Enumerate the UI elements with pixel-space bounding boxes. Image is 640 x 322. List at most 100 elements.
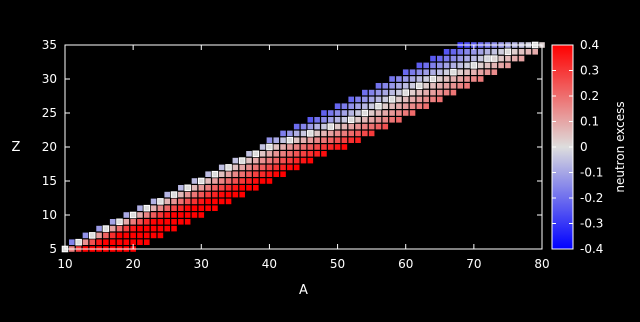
nuclide-cell (198, 212, 205, 218)
nuclide-cell (362, 123, 368, 130)
nuclide-cell (450, 83, 457, 89)
nuclide-cell (130, 239, 136, 245)
nuclide-cell (409, 83, 416, 89)
nuclide-cell (389, 83, 395, 89)
nuclide-cell (402, 96, 409, 103)
y-tick-label: 5 (49, 242, 57, 256)
nuclide-cell (368, 110, 375, 116)
stable-nuclide-cell (211, 170, 219, 178)
nuclide-cell (293, 123, 300, 130)
nuclide-cell (423, 96, 429, 103)
nuclide-cell (191, 212, 198, 218)
nuclide-cell (321, 117, 327, 123)
nuclide-cell (409, 96, 416, 103)
nuclide-cell (375, 117, 382, 123)
nuclide-cell (368, 96, 375, 103)
colorbar-tick-label: -0.4 (580, 242, 603, 256)
nuclide-cell (416, 69, 423, 75)
nuclide-cell (362, 130, 368, 137)
nuclide-cell (477, 49, 484, 55)
nuclide-cell (430, 89, 436, 96)
nuclide-cell (82, 232, 89, 239)
nuclide-cell (280, 137, 286, 143)
nuclide-cell (300, 144, 307, 150)
nuclide-cell (518, 49, 525, 55)
nuclide-cell (327, 117, 334, 123)
nuclide-cell (137, 225, 143, 232)
y-tick-label: 15 (42, 174, 57, 188)
stable-nuclide-cell (286, 136, 294, 144)
x-tick-label: 30 (194, 257, 209, 271)
nuclide-cell (423, 89, 429, 96)
nuclide-cell (436, 83, 443, 89)
nuclide-cell (178, 185, 184, 191)
y-axis-ticks: 5 10 15 20 25 30 35 (42, 38, 542, 256)
stable-nuclide-cell (484, 55, 491, 62)
nuclide-cell (368, 130, 375, 137)
nuclide-cell (450, 76, 457, 82)
nuclide-cell (232, 171, 239, 177)
nuclide-cell (484, 69, 491, 75)
nuclide-cell (178, 198, 184, 205)
nuclide-cell (334, 110, 341, 116)
nuclide-cell (362, 103, 368, 109)
nuclide-cell (443, 49, 450, 55)
nuclide-cell (436, 76, 443, 82)
nuclide-cell (89, 239, 96, 245)
nuclide-cell (436, 62, 443, 69)
nuclide-cell (464, 55, 470, 62)
nuclide-cell (266, 151, 273, 157)
nuclide-cell (396, 83, 402, 89)
nuclide-cell (137, 239, 143, 245)
nuclide-cell (402, 69, 409, 75)
nuclide-cell (259, 157, 266, 164)
nuclide-cell (232, 157, 239, 164)
nuclide-cell (382, 117, 389, 123)
y-tick-label: 35 (42, 38, 57, 52)
nuclide-cell (218, 164, 225, 171)
stable-nuclide-cell (375, 102, 382, 110)
nuclide-cell (259, 144, 266, 150)
nuclide-cell (334, 130, 341, 137)
nuclide-cell (464, 62, 470, 69)
nuclide-cell (436, 69, 443, 75)
nuclide-cell (443, 55, 450, 62)
stable-nuclide-cell (429, 75, 437, 83)
nuclide-cell (218, 178, 225, 184)
nuclide-cell (273, 164, 280, 171)
nuclide-cell (212, 185, 218, 191)
nuclide-cell (307, 117, 314, 123)
nuclide-cell (143, 239, 150, 245)
nuclide-cells (61, 41, 545, 253)
nuclide-cell (471, 69, 477, 75)
nuclide-cell (171, 198, 177, 205)
nuclide-cell (293, 137, 300, 143)
nuclide-cell (375, 123, 382, 130)
nuclide-cell (218, 198, 225, 205)
nuclide-cell (382, 123, 389, 130)
nuclide-cell (389, 76, 395, 82)
nuclide-cell (225, 185, 232, 191)
nuclide-cell (150, 198, 157, 205)
stable-nuclide-cell (470, 62, 478, 69)
nuclide-cell (143, 225, 150, 232)
nuclide-cell (259, 151, 266, 157)
nuclide-cell (109, 232, 116, 239)
x-axis-label: A (299, 283, 308, 298)
nuclide-cell (307, 123, 314, 130)
nuclide-cell (436, 96, 443, 103)
nuclide-cell (396, 96, 402, 103)
nuclide-cell (307, 144, 314, 150)
nuclide-cell (491, 49, 498, 55)
nuclide-cell (341, 144, 348, 150)
nuclide-cell (450, 62, 457, 69)
nuclide-cell (423, 103, 429, 109)
nuclide-cell (505, 62, 511, 69)
stable-nuclide-cell (402, 89, 410, 96)
nuclide-cell (205, 171, 211, 177)
nuclide-cell (218, 171, 225, 177)
nuclide-cell (464, 83, 470, 89)
nuclide-cell (409, 110, 416, 116)
nuclide-cell (123, 225, 130, 232)
colorbar-tick-label: 0.4 (580, 38, 599, 52)
